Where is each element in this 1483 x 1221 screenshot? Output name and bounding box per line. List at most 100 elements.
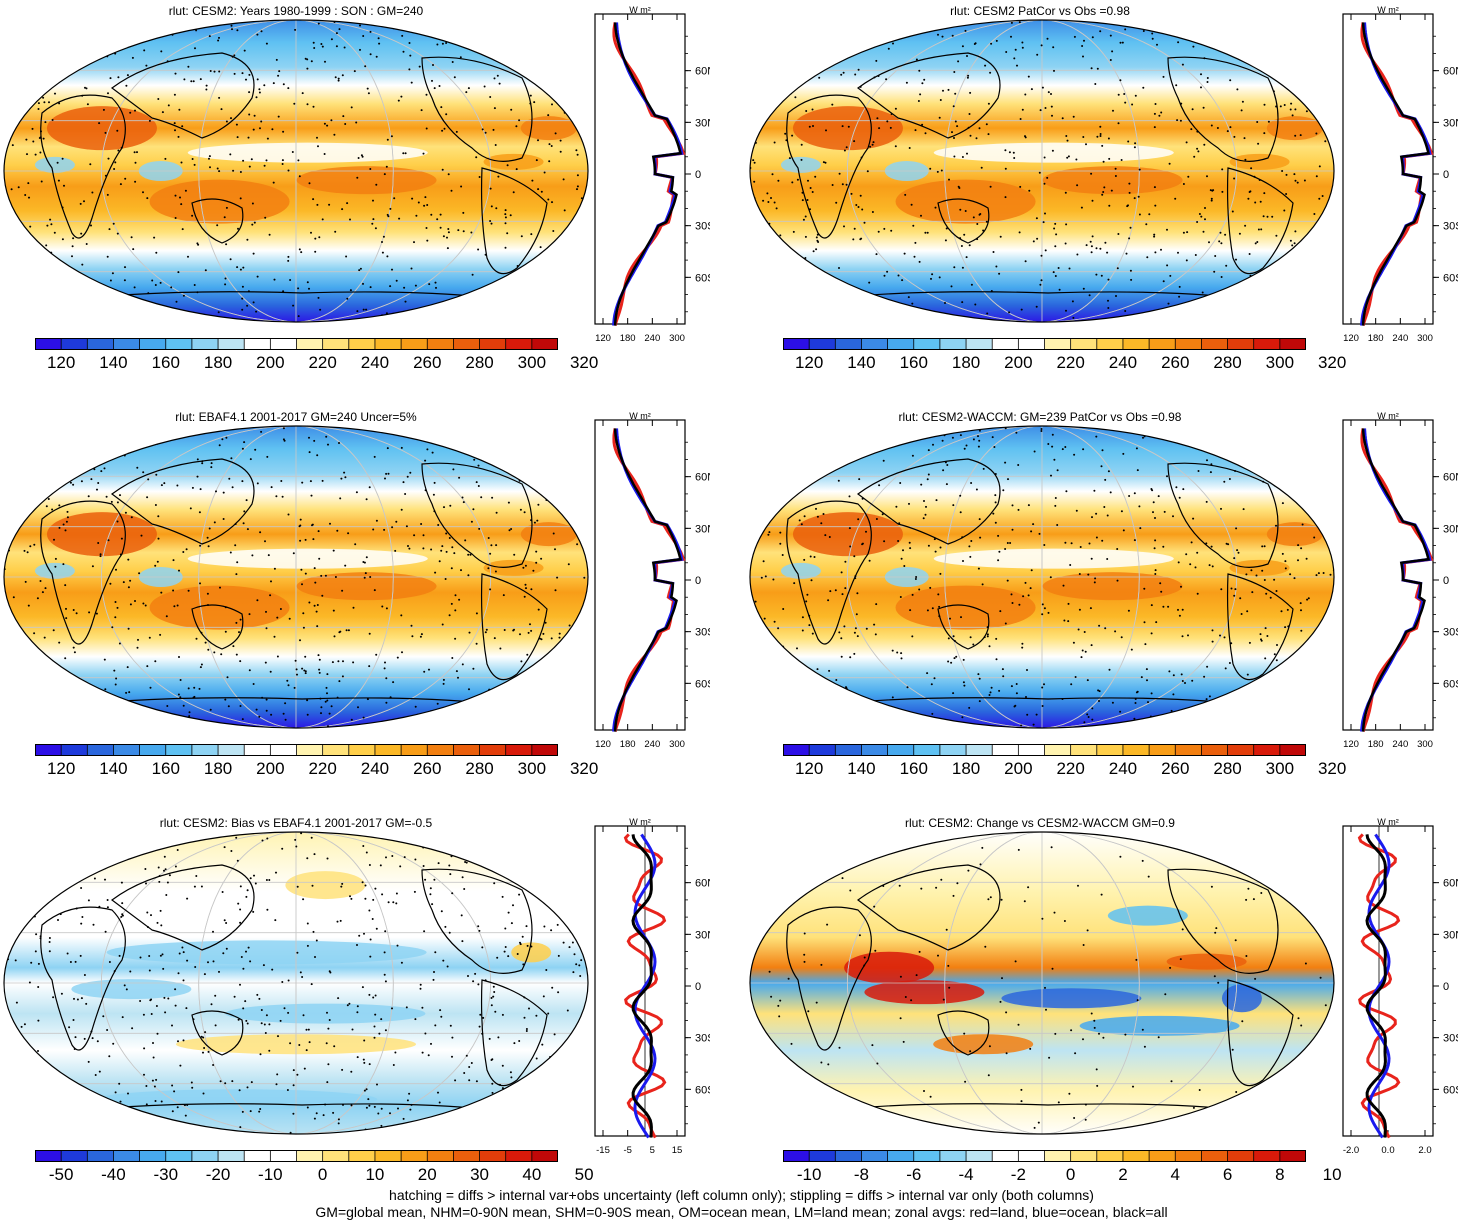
colorbar-swatch — [348, 744, 376, 756]
colorbar-swatch — [1070, 338, 1098, 350]
colorbar-tick-label: 280 — [465, 759, 494, 778]
map-ebaf-abs — [3, 425, 589, 729]
zonal-units-label: W m² — [1377, 412, 1399, 421]
colorbar-tick-label: 50 — [574, 1165, 594, 1184]
zonal-x-tick-label: 300 — [669, 739, 685, 750]
lat-tick-label: 0 — [695, 981, 701, 993]
colorbar-swatch — [531, 338, 558, 350]
colorbar-tick-label: -40 — [101, 1165, 126, 1184]
zonal-mean-plot: W m² 60N 30N 0 30S 60S -2.0 0.0 2.0 — [1342, 818, 1458, 1156]
colorbar-swatch — [861, 744, 889, 756]
colorbar-swatch — [87, 338, 114, 350]
field-anomaly — [895, 179, 1036, 224]
colorbar-swatch — [913, 338, 941, 350]
colorbar-swatch — [35, 744, 62, 756]
colorbar-swatch — [1096, 744, 1124, 756]
colorbar-tick-label: 200 — [1004, 759, 1033, 778]
colorbar-tick-label: 8 — [1275, 1165, 1285, 1184]
zonal-frame — [594, 825, 686, 1137]
colorbar-swatch — [992, 338, 1019, 350]
colorbar-swatch — [1201, 1150, 1229, 1162]
colorbar — [783, 338, 1306, 350]
colorbar-swatch — [427, 338, 454, 350]
colorbar-swatch — [1149, 338, 1176, 350]
colorbar-tick-label: 160 — [151, 759, 180, 778]
colorbar-labels: -10 -8 -6 -4 -2 0 2 4 6 8 10 — [783, 1165, 1342, 1187]
field-anomaly — [780, 562, 821, 579]
colorbar-swatch — [401, 1150, 428, 1162]
zonal-line-all — [1361, 22, 1431, 326]
zonal-x-tick-label: -15 — [596, 1145, 610, 1156]
lat-tick-label: 60N — [695, 878, 710, 890]
field-anomaly — [520, 522, 577, 547]
colorbar-tick-label: 160 — [899, 353, 928, 372]
colorbar-swatch — [966, 744, 993, 756]
colorbar-swatch — [1227, 1150, 1255, 1162]
colorbar-swatch — [1201, 744, 1229, 756]
colorbar-swatch — [453, 744, 481, 756]
colorbar-swatch — [348, 1150, 376, 1162]
lat-tick-label: 30N — [1443, 929, 1458, 941]
colorbar-tick-label: 0 — [1065, 1165, 1076, 1184]
colorbar-swatch — [1279, 744, 1306, 756]
colorbar-tick-label: 200 — [256, 353, 285, 372]
colorbar-swatch — [1175, 1150, 1202, 1162]
colorbar-swatch — [1096, 338, 1124, 350]
lat-tick-label: 0 — [1443, 981, 1449, 993]
field-anomaly — [46, 106, 157, 151]
colorbar-tick-label: 300 — [517, 353, 547, 372]
zonal-line-all — [613, 428, 683, 732]
colorbar-tick-label: 140 — [847, 759, 876, 778]
panel-title: rlut: EBAF4.1 2001-2017 GM=240 Uncer=5% — [175, 410, 417, 424]
colorbar — [783, 1150, 1306, 1162]
colorbar-tick-label: 40 — [522, 1165, 542, 1184]
lat-tick-label: 60N — [695, 472, 710, 484]
colorbar-tick-label: -10 — [796, 1165, 822, 1184]
colorbar-swatch — [1044, 1150, 1072, 1162]
colorbar-swatch — [139, 1150, 167, 1162]
zonal-units-label: W m² — [629, 412, 651, 421]
colorbar-swatch — [913, 744, 941, 756]
colorbar-swatch — [1044, 744, 1072, 756]
colorbar-swatch — [1175, 744, 1202, 756]
colorbar-tick-label: 320 — [569, 353, 599, 372]
lat-tick-label: 60S — [1443, 272, 1458, 284]
colorbar-swatch — [1122, 338, 1150, 350]
zonal-x-tick-label: 180 — [1368, 739, 1384, 750]
colorbar-swatch — [218, 1150, 245, 1162]
colorbar-tick-label: 300 — [1265, 353, 1295, 372]
colorbar-swatch — [1253, 744, 1281, 756]
colorbar-swatch — [1253, 1150, 1281, 1162]
colorbar-swatch — [139, 744, 167, 756]
colorbar-swatch — [427, 744, 454, 756]
lat-tick-label: 0 — [1443, 169, 1449, 181]
map-border — [3, 831, 589, 1135]
map-border — [3, 19, 589, 323]
colorbar-swatch — [113, 744, 141, 756]
field-anomaly — [106, 940, 427, 965]
field-anomaly — [864, 980, 985, 1005]
colorbar-tick-label: 200 — [256, 759, 285, 778]
zonal-x-tick-label: 300 — [1417, 333, 1433, 344]
colorbar-swatch — [835, 1150, 862, 1162]
colorbar-swatch — [61, 1150, 88, 1162]
zonal-x-tick-label: 120 — [595, 333, 611, 344]
colorbar-swatch — [296, 1150, 324, 1162]
map-cesm2-abs — [3, 19, 589, 323]
colorbar-swatch — [505, 744, 533, 756]
zonal-line-all — [631, 834, 653, 1138]
zonal-line-land — [623, 833, 667, 1139]
colorbar-tick-label: 20 — [417, 1165, 437, 1184]
colorbar-swatch — [939, 744, 967, 756]
field-anomaly — [895, 585, 1036, 630]
colorbar-swatch — [1122, 744, 1150, 756]
colorbar-swatch — [1201, 338, 1229, 350]
lat-tick-label: 60N — [1443, 66, 1458, 78]
panel-title: rlut: CESM2: Change vs CESM2-WACCM GM=0.… — [905, 816, 1175, 830]
zonal-x-tick-label: 180 — [620, 333, 636, 344]
zonal-line-ocean — [1360, 428, 1432, 732]
field-anomaly — [520, 116, 577, 141]
colorbar-swatch — [113, 338, 141, 350]
colorbar-swatch — [87, 744, 114, 756]
zonal-frame — [594, 419, 686, 731]
